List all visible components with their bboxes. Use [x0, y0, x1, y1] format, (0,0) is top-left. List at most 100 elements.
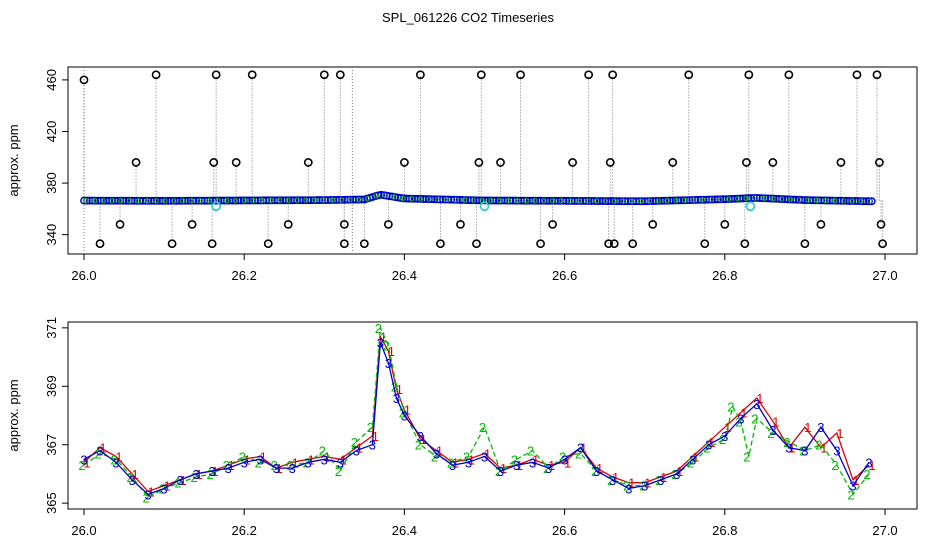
baseline-point	[601, 197, 610, 206]
baseline-point-green	[541, 198, 547, 204]
series-3-label: 3	[305, 455, 312, 470]
baseline-point-green	[426, 196, 432, 202]
x-tick-label: 26.8	[712, 523, 737, 538]
baseline-point	[539, 196, 548, 205]
series-3-label: 3	[641, 479, 648, 494]
cyan-point	[211, 201, 222, 212]
y-tick-label: 460	[44, 69, 59, 91]
baseline-point-green	[285, 197, 291, 203]
baseline-point	[438, 195, 447, 204]
baseline-point	[632, 197, 641, 206]
baseline-point-green	[593, 198, 600, 204]
baseline-point	[828, 196, 837, 205]
baseline-point	[663, 196, 672, 205]
series-2-label: 2	[743, 449, 750, 464]
series-2-label: 2	[463, 449, 470, 464]
baseline-point	[136, 196, 145, 205]
baseline-point	[808, 196, 817, 205]
series-3-label: 3	[321, 452, 328, 467]
outlier-point	[187, 219, 197, 229]
y-tick-label: 340	[44, 224, 59, 246]
baseline-point-green	[549, 198, 556, 204]
outlier-point	[816, 219, 826, 229]
baseline-point	[166, 196, 175, 205]
series-3-label: 3	[112, 455, 119, 470]
baseline-point	[817, 196, 826, 205]
series-3-label: 3	[225, 461, 232, 476]
outlier-point	[339, 219, 349, 229]
cyan-point	[745, 201, 756, 212]
baseline-point	[685, 196, 694, 205]
series-3-label: 3	[609, 473, 616, 488]
baseline-point-green	[82, 197, 89, 204]
series-2-label: 2	[799, 444, 806, 459]
baseline-point	[609, 197, 618, 206]
baseline-point	[567, 196, 576, 205]
baseline-point	[856, 197, 865, 206]
baseline-point-green	[320, 197, 327, 203]
series-2-label: 2	[207, 467, 214, 482]
chart-title: SPL_061226 CO2 Timeseries	[382, 10, 554, 25]
baseline-point	[775, 194, 784, 203]
series-1-label: 1	[532, 452, 539, 467]
baseline-point	[581, 197, 590, 205]
baseline-point	[346, 195, 355, 204]
series-2-label: 2	[110, 452, 117, 467]
series-2-label: 2	[255, 455, 262, 470]
outlier-point	[742, 158, 751, 167]
baseline-point	[766, 194, 775, 203]
baseline-point	[444, 195, 453, 204]
series-2-label: 2	[575, 446, 582, 461]
series-3-label: 3	[849, 479, 856, 494]
series-1-label: 1	[147, 484, 154, 499]
series-1-label: 1	[596, 461, 603, 476]
outlier-point	[335, 70, 345, 80]
baseline-point	[130, 196, 139, 205]
series-1-label: 1	[452, 455, 459, 470]
baseline-point-green	[338, 197, 344, 203]
y-tick-label: 420	[44, 121, 59, 143]
series-1-label: 1	[324, 449, 331, 464]
baseline-point	[702, 195, 711, 204]
series-3-label: 3	[209, 464, 216, 479]
series-1-label: 1	[740, 406, 747, 421]
baseline-point	[301, 196, 310, 205]
series-3-label: 3	[160, 482, 167, 497]
series-1-label: 1	[660, 470, 667, 485]
outlier-point	[151, 70, 161, 80]
baseline-point	[200, 196, 209, 205]
baseline-point-green	[144, 198, 150, 204]
baseline-point	[694, 195, 702, 204]
series-3-label: 3	[625, 482, 632, 497]
baseline-point	[88, 196, 97, 205]
series-3-label: 3	[497, 464, 504, 479]
baseline-point	[158, 196, 167, 205]
outlier-point	[436, 239, 445, 249]
baseline-point	[500, 196, 509, 205]
baseline-point	[228, 196, 237, 205]
series-2-label: 2	[815, 438, 822, 453]
baseline-point	[150, 196, 159, 205]
series-1-label: 1	[292, 455, 299, 470]
series-1-label: 1	[564, 455, 571, 470]
outlier-point	[496, 158, 505, 167]
series-3-label: 3	[257, 452, 264, 467]
baseline-point-green	[206, 197, 212, 204]
series-1-label: 1	[396, 382, 403, 397]
baseline-point	[127, 196, 136, 205]
series-3-label: 3	[545, 461, 552, 476]
outlier-point	[79, 75, 89, 85]
baseline-point	[413, 194, 422, 203]
baseline-point	[99, 196, 108, 205]
cyan-point	[479, 201, 490, 212]
baseline-point-green	[356, 196, 362, 203]
baseline-point-green	[417, 196, 424, 202]
scatter-layer	[79, 67, 887, 254]
baseline-point	[178, 196, 187, 205]
series-1-label: 1	[404, 403, 411, 418]
baseline-point-green	[461, 197, 468, 203]
baseline-point	[635, 197, 644, 206]
baseline-point	[489, 196, 498, 205]
baseline-point	[223, 196, 231, 205]
baseline-point	[660, 196, 669, 205]
